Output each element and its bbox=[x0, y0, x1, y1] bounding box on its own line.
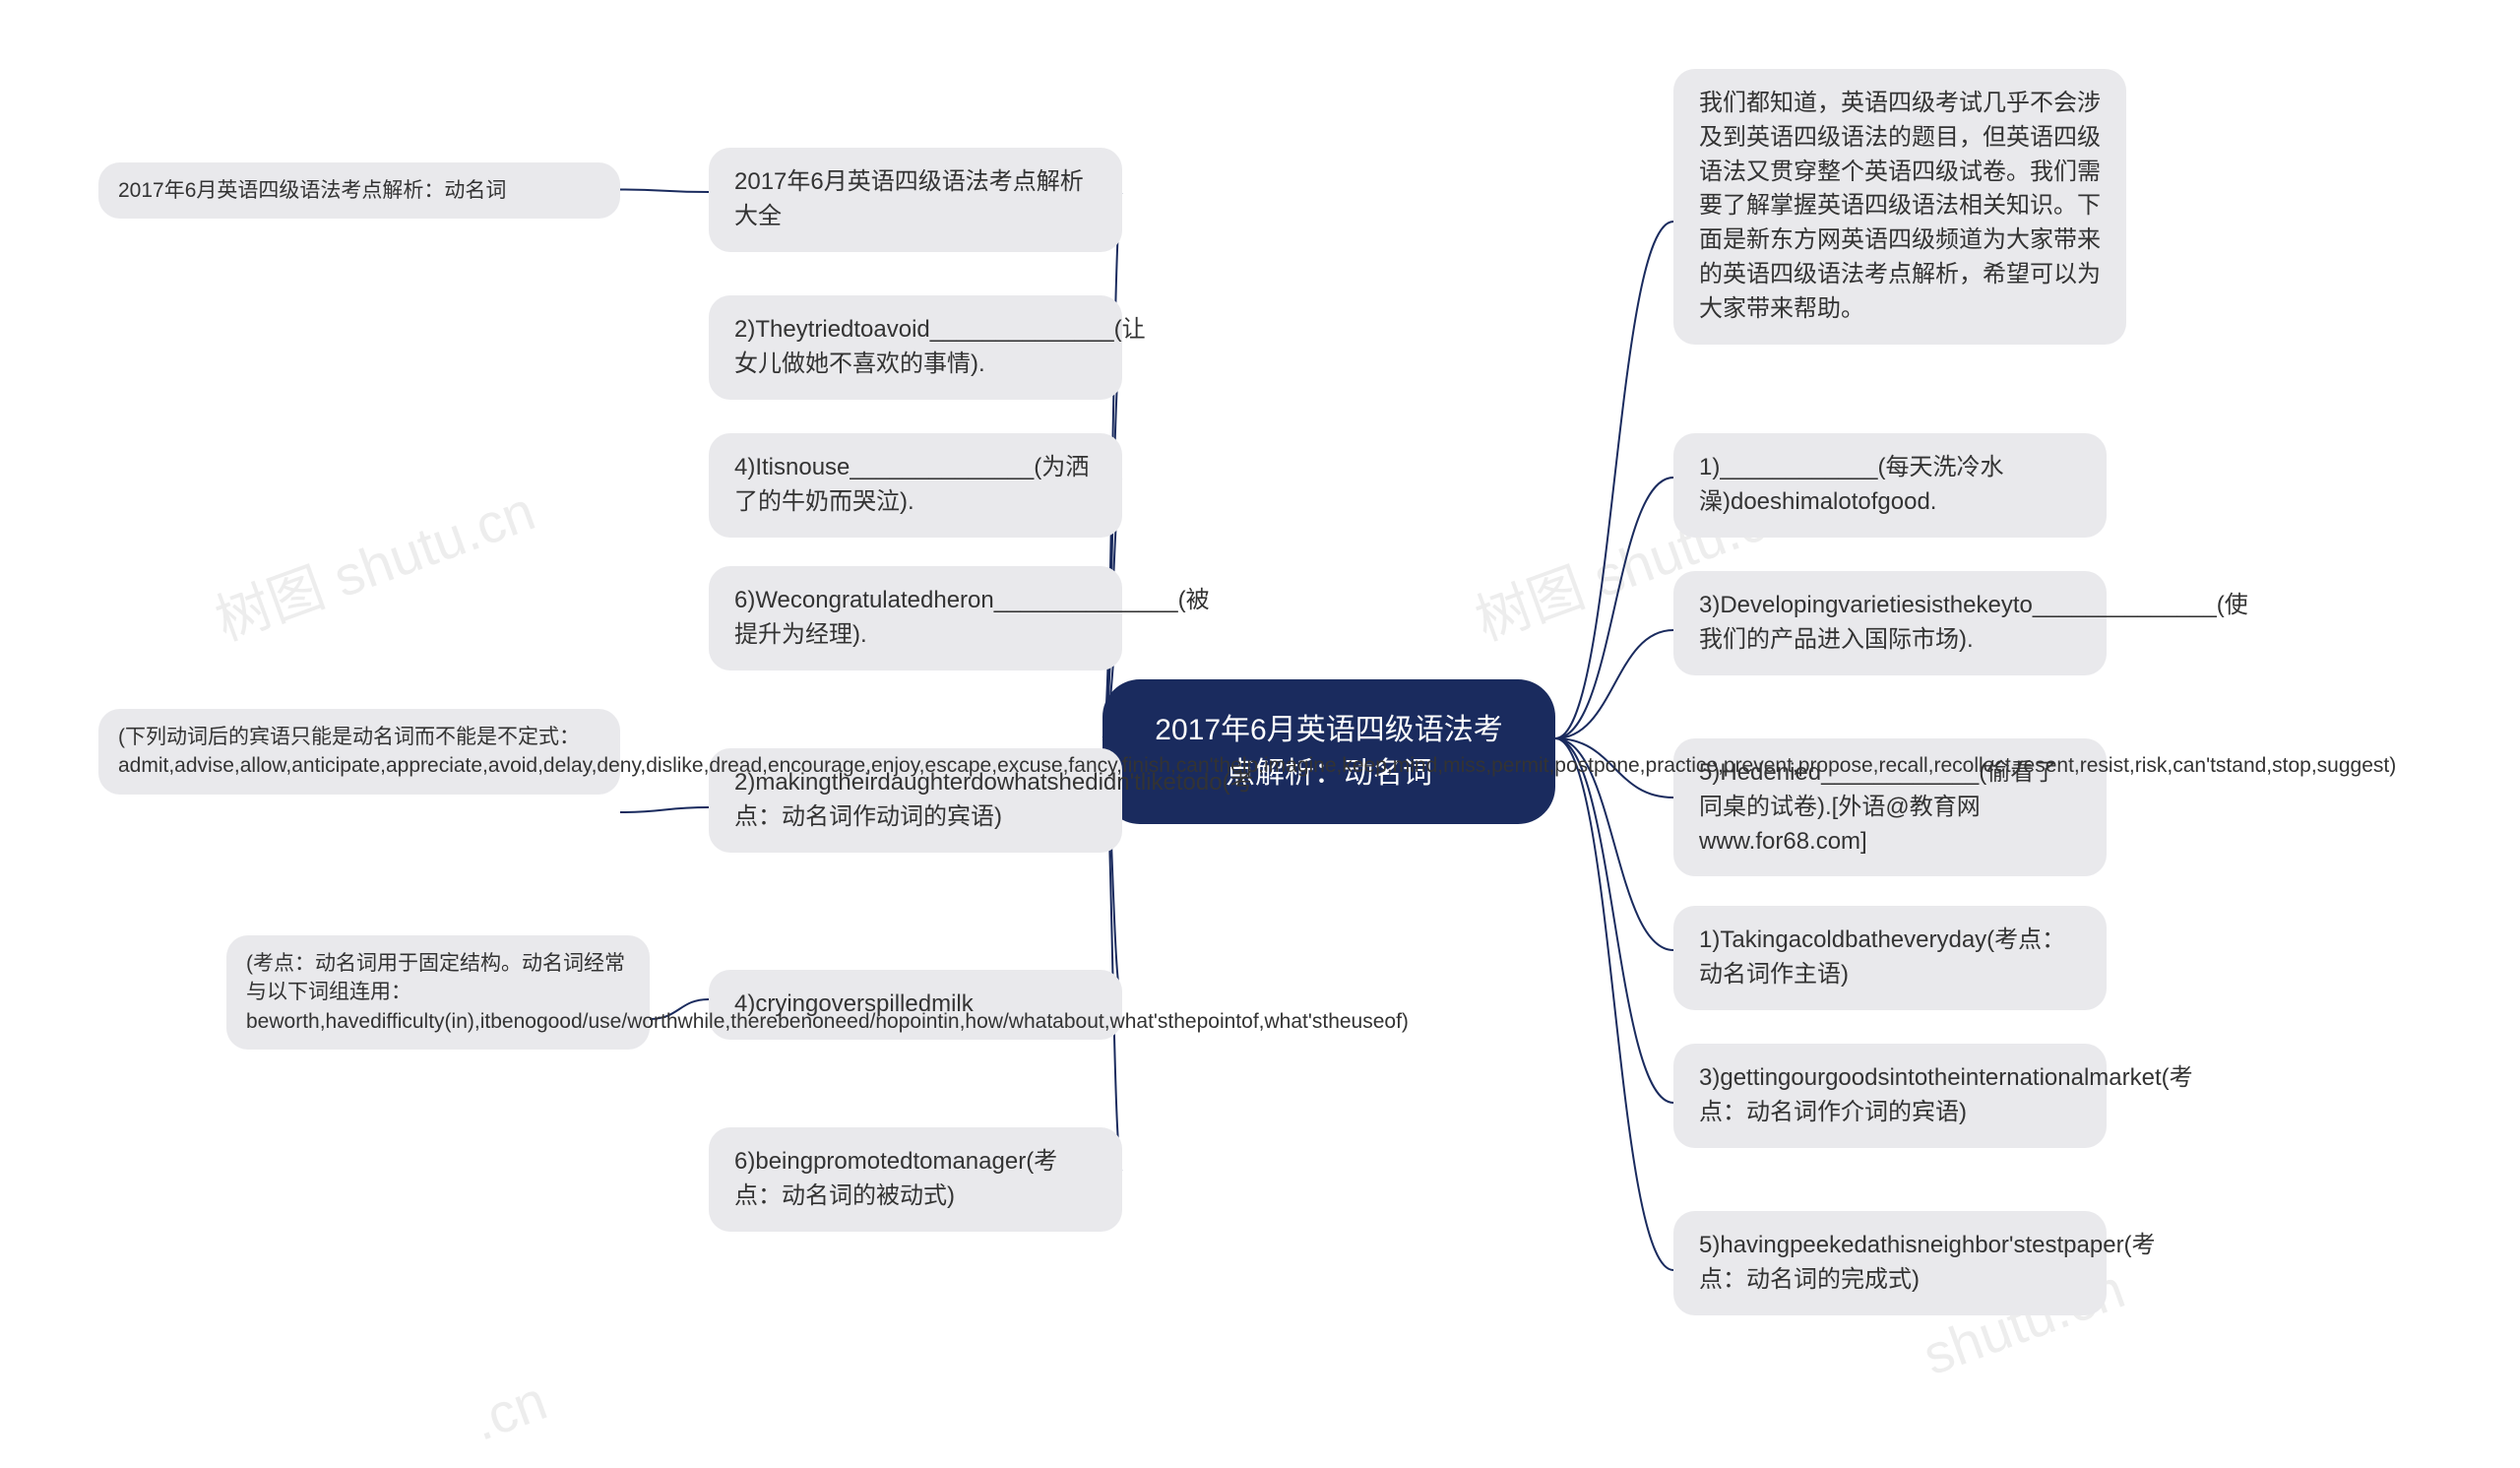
mindmap-node-R5[interactable]: 1)Takingacoldbatheveryday(考点：动名词作主语) bbox=[1673, 906, 2107, 1010]
mindmap-node-L3[interactable]: 4)Itisnouse______________(为洒了的牛奶而哭泣). bbox=[709, 433, 1122, 538]
mindmap-node-R2[interactable]: 1)____________(每天洗冷水澡)doeshimalotofgood. bbox=[1673, 433, 2107, 538]
mindmap-node-R1[interactable]: 我们都知道，英语四级考试几乎不会涉及到英语四级语法的题目，但英语四级语法又贯穿整… bbox=[1673, 69, 2126, 345]
mindmap-node-R3[interactable]: 3)Developingvarietiesisthekeyto_________… bbox=[1673, 571, 2107, 675]
mindmap-node-L2[interactable]: 2)Theytriedtoavoid______________(让女儿做她不喜… bbox=[709, 295, 1122, 400]
mindmap-subnode-L1[interactable]: 2017年6月英语四级语法考点解析：动名词 bbox=[98, 162, 620, 219]
mindmap-node-L4[interactable]: 6)Wecongratulatedheron______________(被提升… bbox=[709, 566, 1122, 670]
mindmap-subnode-L6[interactable]: (考点：动名词用于固定结构。动名词经常与以下词组连用：beworth,haved… bbox=[226, 935, 650, 1050]
mindmap-subnode-L5[interactable]: (下列动词后的宾语只能是动名词而不能是不定式：admit,advise,allo… bbox=[98, 709, 620, 795]
mindmap-node-R6[interactable]: 3)gettingourgoodsintotheinternationalmar… bbox=[1673, 1044, 2107, 1148]
mindmap-center[interactable]: 2017年6月英语四级语法考点解析：动名词 bbox=[1102, 679, 1555, 824]
mindmap-node-L1[interactable]: 2017年6月英语四级语法考点解析大全 bbox=[709, 148, 1122, 252]
mindmap-node-L7[interactable]: 6)beingpromotedtomanager(考点：动名词的被动式) bbox=[709, 1127, 1122, 1232]
watermark: 树图 shutu.cn bbox=[203, 467, 544, 656]
watermark: .cn bbox=[464, 1368, 554, 1453]
mindmap-node-R7[interactable]: 5)havingpeekedathisneighbor'stestpaper(考… bbox=[1673, 1211, 2107, 1315]
